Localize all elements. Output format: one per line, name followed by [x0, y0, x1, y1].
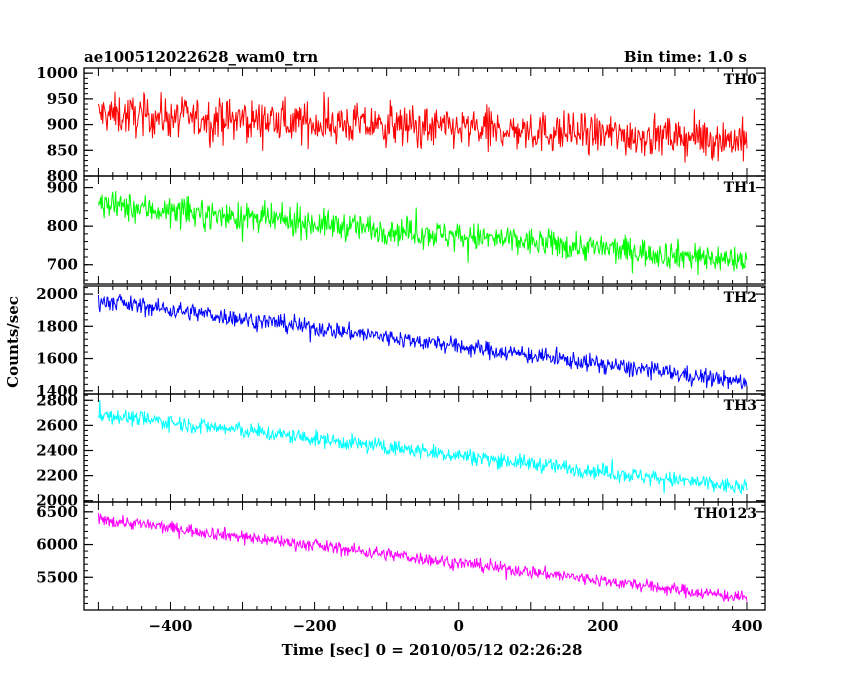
panel-label: TH0	[724, 72, 758, 88]
y-tick-label: 900	[47, 116, 78, 134]
y-tick-label: 800	[47, 167, 78, 185]
panel-frame	[83, 175, 766, 285]
y-tick-label: 2000	[36, 492, 78, 510]
y-tick-label: 2200	[36, 467, 78, 485]
panel-label: TH0123	[694, 506, 757, 522]
panel-label: TH1	[724, 180, 757, 196]
x-tick-label: 200	[587, 617, 618, 635]
y-tick-label: 2800	[36, 391, 78, 409]
panel-frame	[83, 393, 766, 503]
series-line-th2	[97, 294, 748, 390]
y-tick-label: 6000	[36, 536, 78, 554]
series-line-th3	[97, 399, 748, 495]
y-tick-label: 800	[47, 217, 78, 235]
y-tick-label: 850	[47, 141, 78, 159]
panel-th2: 1400 1600 1800 2000 TH2	[36, 285, 766, 400]
series-line-th0	[97, 91, 748, 163]
x-axis: −400 −200 0 200 400	[149, 617, 763, 635]
x-tick-label: 400	[731, 617, 762, 635]
x-tick-label: −200	[293, 617, 337, 635]
y-tick-label: 950	[47, 90, 78, 108]
y-axis-label: Counts/sec	[4, 296, 22, 388]
panel-label: TH2	[724, 290, 757, 306]
panel-label: TH3	[724, 398, 757, 414]
y-tick-label: 700	[47, 256, 78, 274]
y-tick-label: 6500	[36, 503, 78, 521]
y-tick-label: 2400	[36, 442, 78, 460]
series-line-th1	[97, 190, 748, 276]
series-line-th0123	[97, 512, 748, 602]
panel-th0123: 5500 6000 6500 TH0123	[36, 501, 766, 611]
x-axis-label: Time [sec] 0 = 2010/05/12 02:26:28	[282, 641, 583, 659]
y-tick-label: 1800	[36, 317, 78, 335]
panel-th1: 700 800 900 TH1	[47, 175, 766, 285]
y-tick-label: 1000	[36, 64, 78, 82]
y-tick-label: 1400	[36, 382, 78, 400]
y-tick-label: 1600	[36, 350, 78, 368]
y-tick-label: 2000	[36, 285, 78, 303]
x-tick-label: −400	[149, 617, 193, 635]
y-tick-label: 900	[47, 179, 78, 197]
panel-th3: 2000 2200 2400 2600 2800 TH3	[36, 391, 766, 510]
chart-title-left: ae100512022628_wam0_trn	[84, 48, 318, 66]
chart-title-right: Bin time: 1.0 s	[624, 48, 747, 66]
x-tick-label: 0	[454, 617, 464, 635]
panel-frame	[83, 501, 766, 611]
y-tick-label: 5500	[36, 568, 78, 586]
panel-th0: 800 850 900 950 1000 TH0	[36, 64, 766, 185]
y-tick-label: 2600	[36, 416, 78, 434]
